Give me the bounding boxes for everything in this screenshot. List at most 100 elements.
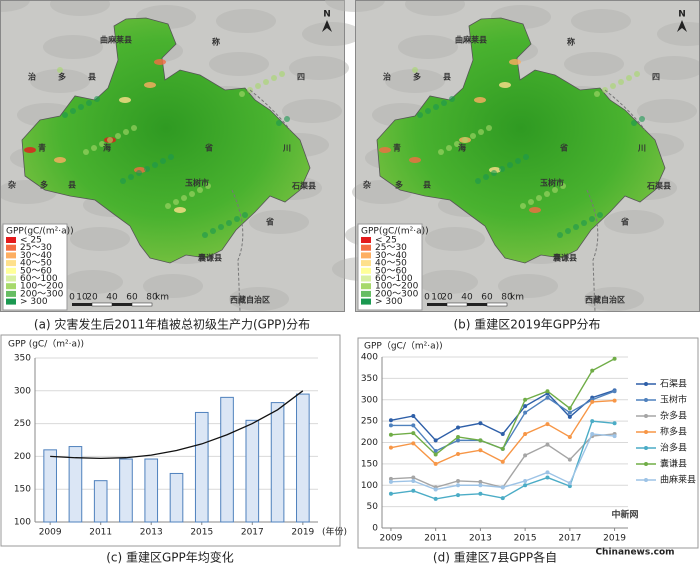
scale-label: 20 [86,293,98,303]
point [523,483,528,488]
scale-label: 80 [501,293,513,303]
bar [68,446,83,523]
terrain-shade [249,210,309,234]
map-label: 四 [652,73,660,82]
point [388,479,393,484]
gpp-speck [86,100,92,106]
legend-label: 60～100 [375,274,413,284]
legend-marker [644,430,648,434]
terrain-shade [498,274,558,298]
chart-caption: (c) 重建区GPP年均变化 [106,550,234,565]
gpp-speck [83,149,89,155]
north-arrow: N [323,10,331,20]
map-label: 县 [68,181,76,190]
legend-label: 治多县 [660,442,687,454]
legend-marker [644,414,648,418]
point [388,432,393,437]
legend-swatch [6,283,16,290]
x-tick-label: 2009 [39,528,62,538]
gpp-speck [560,183,566,189]
map-label: 多 [58,72,66,82]
point [545,475,550,480]
legend-swatch [6,260,16,267]
gpp-speck [168,154,174,160]
terrain-shade [657,22,700,46]
legend-swatch [361,283,371,290]
terrain-shade [30,69,90,93]
terrain-shade [564,52,624,76]
scale-label: 10 [76,293,88,303]
point [388,445,393,450]
bar [296,393,310,523]
gpp-speck [425,108,431,114]
x-tick-label: 2017 [241,528,264,538]
gpp-patch [144,82,156,88]
x-tick-label: 2013 [469,534,492,544]
point [478,483,483,488]
legend-marker [644,382,648,386]
point [590,419,595,424]
legend-swatch [6,290,16,297]
terrain-shade [571,9,631,33]
gpp-speck [91,145,97,151]
terrain-shade [289,56,349,80]
map-label: 治 [28,72,36,82]
scale-bar [131,302,153,307]
gpp-speck [515,158,521,164]
bar [119,458,133,523]
legend-label: 100～200 [20,282,64,292]
y-tick-label: 200 [361,438,378,448]
y-tick-label: 150 [361,459,378,469]
point [500,431,505,436]
y-axis-label: GPP（gC/（m²·a)) [364,341,443,352]
point [612,356,617,361]
legend-label: 50～60 [20,266,52,276]
y-tick-label: 300 [361,395,378,405]
point [456,425,461,430]
north-arrow: N [678,10,686,20]
gpp-speck [626,75,632,81]
point [612,389,617,394]
legend-label: 囊谦县 [660,458,687,470]
legend-swatch [6,275,16,282]
x-tick-label: 2011 [424,534,447,544]
gpp-speck [255,83,261,89]
gpp-speck [197,187,203,193]
gpp-speck [491,170,497,176]
point [433,496,438,501]
terrain-shade [398,35,458,59]
y-tick-label: 350 [14,354,31,364]
map: 曲麻莱县 称治多县四青海省川杂多县玉树市 石渠县省囊谦县西藏自治区NGPP(gC/(… [325,0,700,313]
gpp-speck [433,104,439,110]
map-label: 称 [567,37,575,47]
point [590,431,595,436]
legend-swatch [6,267,16,274]
gpp-speck [128,174,134,180]
gpp-speck [523,154,529,160]
point [478,438,483,443]
map-label: 称 [212,37,220,47]
legend-label: < 25 [20,236,42,246]
terrain-shade [637,99,697,123]
map-label: 县 [88,73,96,82]
legend-label: 50～60 [375,266,407,276]
map-frame [0,0,345,312]
point [545,442,550,447]
map-label: 石渠县 [646,181,671,191]
gpp-speck [165,203,171,209]
map-label: 玉树市 [540,178,564,188]
point [433,452,438,457]
legend-label: 杂多县 [660,410,687,422]
gpp-speck [271,75,277,81]
point [523,431,528,436]
point [456,452,461,457]
legend-swatch [6,244,16,251]
map-label: 县 [423,181,431,190]
legend-label: < 25 [375,236,397,246]
gpp-speck [144,166,150,172]
point [456,493,461,498]
point [411,488,416,493]
legend-marker [644,462,648,466]
point [411,431,416,436]
map-label: 杂 [363,180,371,190]
